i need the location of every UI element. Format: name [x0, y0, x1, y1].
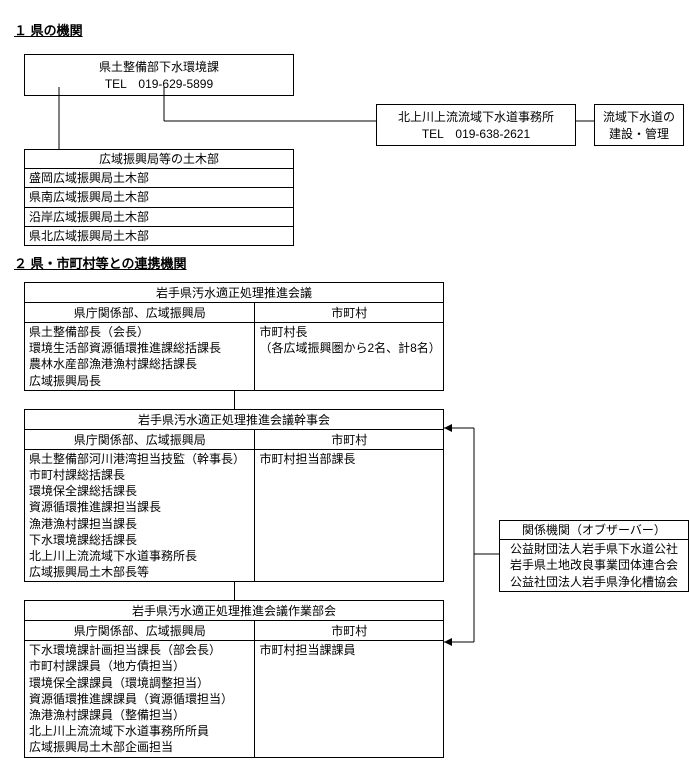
list-item: 岩手県土地改良事業団体連合会: [504, 557, 684, 573]
table2-caption: 岩手県汚水適正処理推進会議幹事会: [25, 409, 444, 429]
table1-col1-body: 県土整備部長（会長） 環境生活部資源循環推進課総括課長 農林水産部漁港漁村課総括…: [25, 323, 255, 391]
section2-title: ２ 県・市町村等との連携機関: [14, 253, 676, 272]
table3-col1-body: 下水環境課計画担当課長（部会長） 市町村課課員（地方債担当） 環境保全課課員（環…: [25, 641, 255, 757]
subdiv-row: 県北広域振興局土木部: [24, 227, 294, 246]
connector-t2-t3: [234, 582, 235, 600]
table3-body: 県庁関係部、広域振興局 市町村 下水環境課計画担当課長（部会長） 市町村課課員（…: [24, 620, 444, 757]
subdiv-row: 県南広域振興局土木部: [24, 188, 294, 207]
list-item: 漁港漁村課担当課長: [29, 516, 250, 532]
list-item: 環境生活部資源循環推進課総括課長: [29, 340, 250, 356]
list-item: 公益社団法人岩手県浄化槽協会: [504, 574, 684, 590]
table2-col1-header: 県庁関係部、広域振興局: [25, 429, 255, 449]
dept-tel: TEL 019-629-5899: [25, 75, 293, 92]
list-item: 環境保全課総括課長: [29, 483, 250, 499]
dept-box: 県土整備部下水環境課 TEL 019-629-5899: [24, 54, 294, 96]
list-item: 漁港漁村課課員（整備担当）: [29, 707, 250, 723]
table1-caption: 岩手県汚水適正処理推進会議: [25, 283, 444, 303]
table1-body: 県庁関係部、広域振興局 市町村 県土整備部長（会長） 環境生活部資源循環推進課総…: [24, 302, 444, 391]
office-box: 北上川上流流域下水道事務所 TEL 019-638-2621: [376, 104, 576, 146]
office-name: 北上川上流流域下水道事務所: [377, 108, 575, 125]
observer-box: 関係機関（オブザーバー） 公益財団法人岩手県下水道公社 岩手県土地改良事業団体連…: [499, 520, 689, 592]
list-item: 公益財団法人岩手県下水道公社: [504, 541, 684, 557]
list-item: 広域振興局土木部長等: [29, 564, 250, 580]
list-item: 市町村担当課課員: [259, 642, 439, 658]
table3-col1-header: 県庁関係部、広域振興局: [25, 621, 255, 641]
table1-col2-header: 市町村: [255, 303, 444, 323]
list-item: 市町村担当部課長: [259, 451, 439, 467]
table2-col2-header: 市町村: [255, 429, 444, 449]
table2: 岩手県汚水適正処理推進会議幹事会: [24, 409, 444, 430]
role-line1: 流域下水道の: [595, 108, 683, 125]
subdiv-row: 盛岡広域振興局土木部: [24, 169, 294, 188]
observer-header: 関係機関（オブザーバー）: [499, 520, 689, 540]
list-item: 資源循環推進課担当課長: [29, 499, 250, 515]
list-item: 広域振興局長: [29, 373, 250, 389]
subdiv-row: 沿岸広域振興局土木部: [24, 208, 294, 227]
table3-col2-body: 市町村担当課課員: [255, 641, 444, 757]
subdiv-header: 広域振興局等の土木部: [24, 149, 294, 169]
table2-body: 県庁関係部、広域振興局 市町村 県土整備部河川港湾担当技監（幹事長） 市町村課総…: [24, 429, 444, 583]
office-tel: TEL 019-638-2621: [377, 125, 575, 142]
table2-col1-body: 県土整備部河川港湾担当技監（幹事長） 市町村課総括課長 環境保全課総括課長 資源…: [25, 449, 255, 582]
list-item: 資源循環推進課課員（資源循環担当）: [29, 691, 250, 707]
table3-col2-header: 市町村: [255, 621, 444, 641]
list-item: 下水環境課計画担当課長（部会長）: [29, 642, 250, 658]
list-item: 市町村課課員（地方債担当）: [29, 658, 250, 674]
list-item: 県土整備部河川港湾担当技監（幹事長）: [29, 451, 250, 467]
section2-diagram: 岩手県汚水適正処理推進会議 県庁関係部、広域振興局 市町村 県土整備部長（会長）…: [14, 282, 676, 758]
table2-col2-body: 市町村担当部課長: [255, 449, 444, 582]
table1-col1-header: 県庁関係部、広域振興局: [25, 303, 255, 323]
list-item: （各広域振興圏から2名、計8名）: [259, 340, 439, 356]
section1-diagram: 県土整備部下水環境課 TEL 019-629-5899 北上川上流流域下水道事務…: [14, 49, 676, 229]
role-box: 流域下水道の 建設・管理: [594, 104, 684, 146]
table1: 岩手県汚水適正処理推進会議: [24, 282, 444, 303]
role-line2: 建設・管理: [595, 125, 683, 142]
subdiv-table: 広域振興局等の土木部 盛岡広域振興局土木部 県南広域振興局土木部 沿岸広域振興局…: [24, 149, 294, 246]
observer-body: 公益財団法人岩手県下水道公社 岩手県土地改良事業団体連合会 公益社団法人岩手県浄…: [499, 540, 689, 592]
list-item: 県土整備部長（会長）: [29, 324, 250, 340]
list-item: 北上川上流流域下水道事務所長: [29, 548, 250, 564]
table3: 岩手県汚水適正処理推進会議作業部会: [24, 600, 444, 621]
list-item: 北上川上流流域下水道事務所所員: [29, 723, 250, 739]
table3-caption: 岩手県汚水適正処理推進会議作業部会: [25, 601, 444, 621]
list-item: 下水環境課総括課長: [29, 532, 250, 548]
list-item: 広域振興局土木部企画担当: [29, 739, 250, 755]
list-item: 市町村長: [259, 324, 439, 340]
connector-t1-t2: [234, 391, 235, 409]
list-item: 環境保全課課員（環境調整担当）: [29, 675, 250, 691]
dept-name: 県土整備部下水環境課: [25, 58, 293, 75]
list-item: 市町村課総括課長: [29, 467, 250, 483]
list-item: 農林水産部漁港漁村課総括課長: [29, 356, 250, 372]
section1-title: １ 県の機関: [14, 20, 676, 39]
table1-col2-body: 市町村長 （各広域振興圏から2名、計8名）: [255, 323, 444, 391]
